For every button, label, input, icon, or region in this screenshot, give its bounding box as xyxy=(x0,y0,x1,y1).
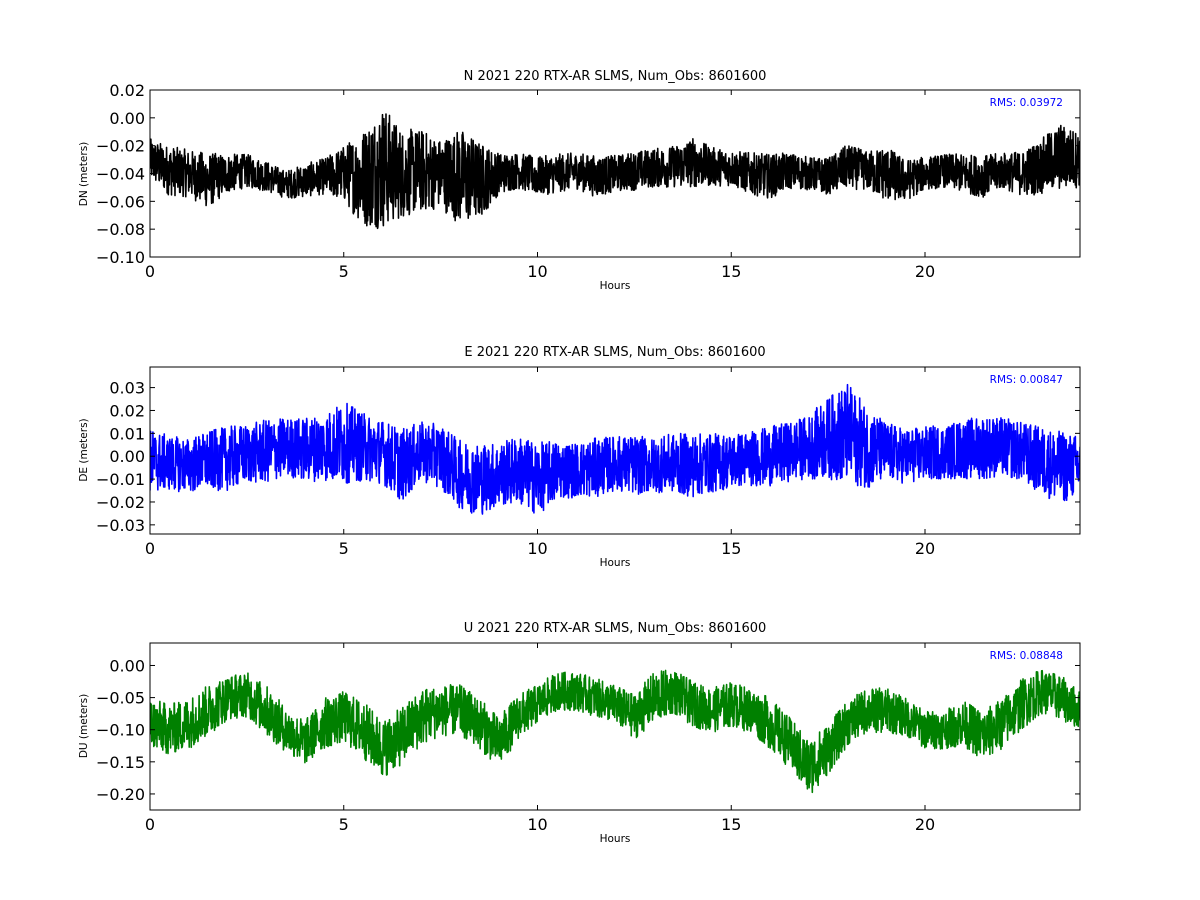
panel-up: U 2021 220 RTX-AR SLMS, Num_Obs: 8601600… xyxy=(78,621,1081,845)
y-tick-label: 0.01 xyxy=(109,424,145,443)
y-tick-label: −0.01 xyxy=(96,470,145,489)
y-axis-label: DU (meters) xyxy=(78,694,90,758)
rms-annotation: RMS: 0.00847 xyxy=(990,374,1063,386)
x-tick-label: 15 xyxy=(721,815,741,834)
data-series-line xyxy=(150,383,1080,515)
y-tick-label: −0.10 xyxy=(96,721,145,740)
y-tick-label: −0.08 xyxy=(96,220,145,239)
axes-frame xyxy=(149,366,1081,535)
x-tick-label: 20 xyxy=(915,262,935,281)
x-tick-label: 0 xyxy=(145,539,155,558)
y-axis-label: DN (meters) xyxy=(78,142,90,207)
plot-area: 0 5 10 15 20 −0.03 −0.02 −0.01 0.00 0.01 0.02 0.03 xyxy=(96,366,1081,558)
y-tick-label: −0.06 xyxy=(96,192,145,211)
y-tick-label: 0.00 xyxy=(109,656,145,675)
y-tick-label: 0.00 xyxy=(109,447,145,466)
y-tick-label: −0.10 xyxy=(96,248,145,267)
panel-north: N 2021 220 RTX-AR SLMS, Num_Obs: 8601600… xyxy=(78,69,1081,292)
panel-east: E 2021 220 RTX-AR SLMS, Num_Obs: 8601600… xyxy=(78,345,1081,569)
axes-frame xyxy=(149,642,1081,811)
y-tick-label: −0.15 xyxy=(96,753,145,772)
x-tick-label: 0 xyxy=(145,815,155,834)
x-tick-label: 5 xyxy=(339,815,349,834)
y-tick-label: −0.02 xyxy=(96,493,145,512)
x-tick-label: 0 xyxy=(145,262,155,281)
data-series-line xyxy=(150,669,1080,794)
x-tick-label: 10 xyxy=(527,539,547,558)
y-tick-label: −0.05 xyxy=(96,689,145,708)
x-tick-label: 10 xyxy=(527,262,547,281)
x-tick-label: 5 xyxy=(339,262,349,281)
chart-title: U 2021 220 RTX-AR SLMS, Num_Obs: 8601600 xyxy=(464,621,767,636)
x-axis-label: Hours xyxy=(600,557,631,569)
y-tick-label: 0.02 xyxy=(109,401,145,420)
chart-title: N 2021 220 RTX-AR SLMS, Num_Obs: 8601600 xyxy=(464,69,767,84)
plot-area: 0 5 10 15 20 −0.20 −0.15 −0.10 −0.05 0.00 xyxy=(96,642,1081,834)
x-tick-label: 15 xyxy=(721,262,741,281)
x-tick-label: 20 xyxy=(915,815,935,834)
x-axis-label: Hours xyxy=(600,280,631,292)
y-tick-label: −0.20 xyxy=(96,785,145,804)
y-tick-label: −0.02 xyxy=(96,137,145,156)
x-tick-label: 20 xyxy=(915,539,935,558)
data-series-line xyxy=(150,113,1080,230)
y-tick-label: −0.04 xyxy=(96,165,145,184)
rms-annotation: RMS: 0.03972 xyxy=(990,97,1063,109)
y-axis-label: DE (meters) xyxy=(78,418,90,481)
y-tick-label: 0.02 xyxy=(109,81,145,100)
plot-area: 0 5 10 15 20 −0.10 −0.08 −0.06 −0.04 −0.02 0.00 0.0… xyxy=(96,81,1081,281)
x-tick-label: 15 xyxy=(721,539,741,558)
x-tick-label: 10 xyxy=(527,815,547,834)
y-tick-label: 0.00 xyxy=(109,109,145,128)
x-axis-label: Hours xyxy=(600,833,631,845)
y-tick-label: −0.03 xyxy=(96,516,145,535)
y-tick-label: 0.03 xyxy=(109,379,145,398)
chart-title: E 2021 220 RTX-AR SLMS, Num_Obs: 8601600 xyxy=(464,345,765,360)
rms-annotation: RMS: 0.08848 xyxy=(990,650,1063,662)
x-tick-label: 5 xyxy=(339,539,349,558)
